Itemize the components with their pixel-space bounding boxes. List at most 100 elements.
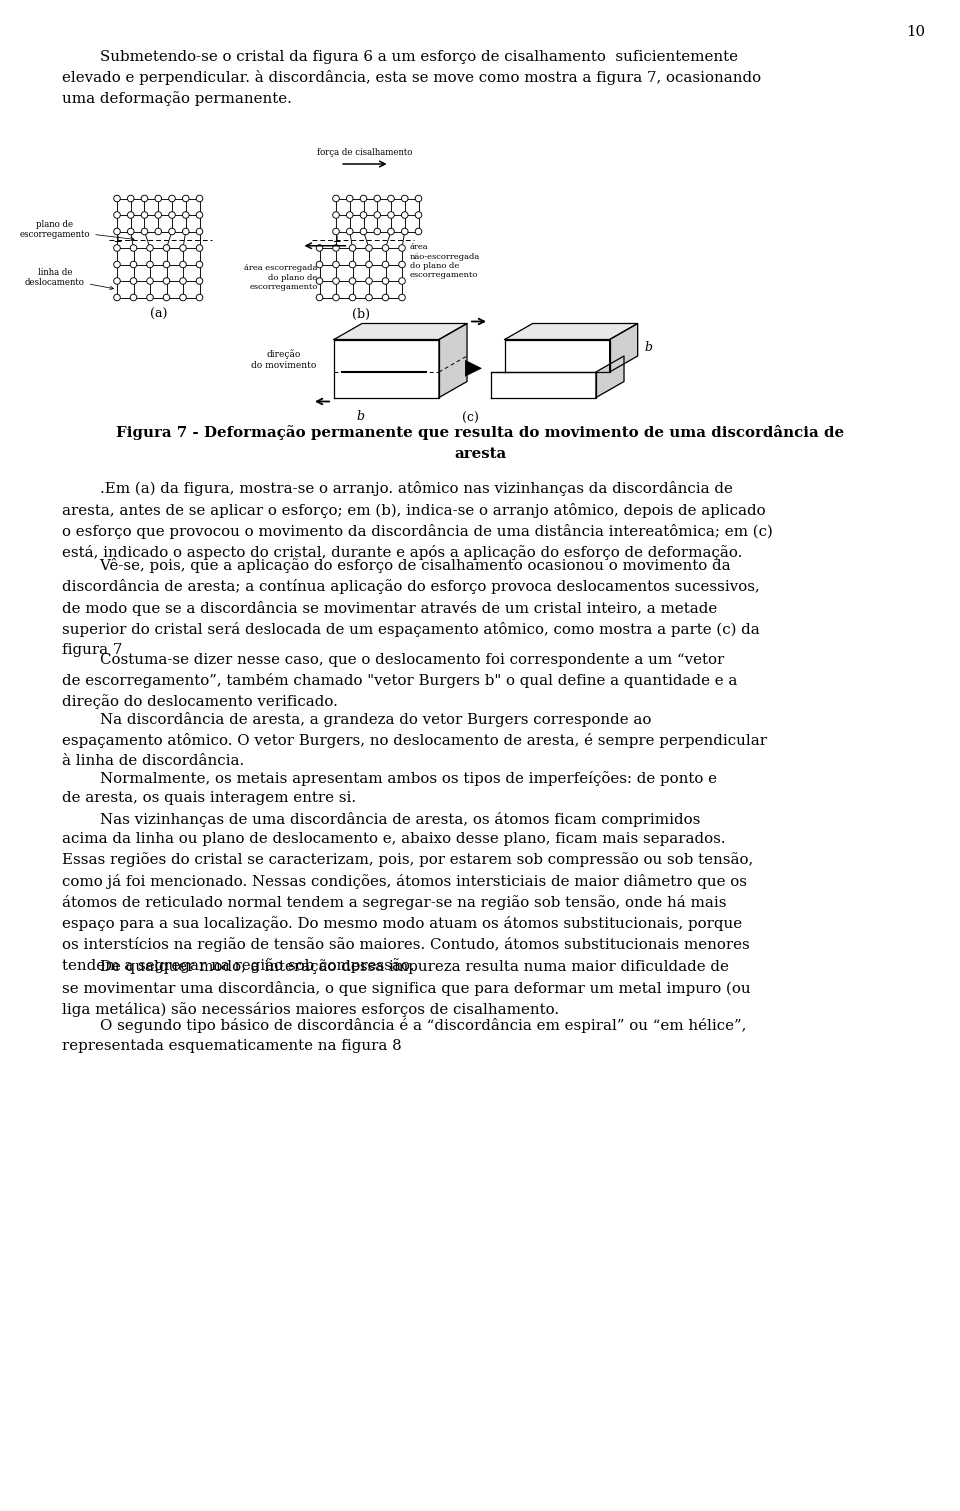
Text: área
não-escorregada
do plano de
escorregamento: área não-escorregada do plano de escorre… [410, 243, 480, 280]
Circle shape [347, 195, 353, 202]
Circle shape [382, 245, 389, 251]
Circle shape [401, 228, 408, 234]
Text: linha de
deslocamento: linha de deslocamento [25, 267, 113, 290]
Polygon shape [596, 357, 624, 397]
Circle shape [147, 295, 154, 301]
Circle shape [366, 245, 372, 251]
Circle shape [113, 195, 120, 202]
Polygon shape [439, 323, 467, 397]
Circle shape [360, 195, 367, 202]
Text: b: b [645, 341, 653, 354]
Circle shape [169, 212, 176, 218]
Text: Normalmente, os metais apresentam ambos os tipos de imperfeíções: de ponto e
de : Normalmente, os metais apresentam ambos … [62, 771, 717, 805]
Text: (a): (a) [150, 308, 167, 320]
Text: Figura 7 - Deformação permanente que resulta do movimento de uma discordância de: Figura 7 - Deformação permanente que res… [116, 426, 844, 441]
Circle shape [131, 261, 137, 267]
Text: aresta: aresta [454, 447, 506, 461]
Circle shape [416, 212, 421, 218]
Circle shape [128, 195, 134, 202]
Circle shape [169, 195, 176, 202]
Circle shape [163, 245, 170, 251]
Circle shape [180, 295, 186, 301]
Circle shape [113, 212, 120, 218]
Circle shape [398, 278, 405, 284]
Polygon shape [505, 323, 637, 340]
Circle shape [113, 261, 120, 267]
Circle shape [163, 278, 170, 284]
Text: área escorregada
do plano de
escorregamento: área escorregada do plano de escorregame… [244, 264, 318, 292]
Circle shape [388, 228, 395, 234]
Circle shape [349, 261, 356, 267]
Circle shape [180, 278, 186, 284]
Circle shape [374, 228, 380, 234]
Text: .Em (a) da figura, mostra-se o arranjo. atômico nas vizinhanças da discordância : .Em (a) da figura, mostra-se o arranjo. … [62, 482, 773, 561]
Circle shape [347, 212, 353, 218]
Circle shape [316, 261, 323, 267]
Circle shape [113, 228, 120, 234]
Circle shape [366, 278, 372, 284]
Circle shape [349, 245, 356, 251]
Text: Na discordância de aresta, a grandeza do vetor Burgers corresponde ao
espaçament: Na discordância de aresta, a grandeza do… [62, 712, 767, 768]
Circle shape [398, 295, 405, 301]
Circle shape [155, 228, 161, 234]
Text: direção
do movimento: direção do movimento [252, 349, 317, 370]
Text: plano de
escorregamento: plano de escorregamento [20, 221, 134, 240]
Circle shape [182, 228, 189, 234]
Circle shape [147, 245, 154, 251]
Circle shape [347, 228, 353, 234]
Text: b: b [356, 409, 364, 423]
Text: De qualquer modo, a interação dessa impureza resulta numa maior dificuldade de
s: De qualquer modo, a interação dessa impu… [62, 959, 751, 1017]
Text: ⊥: ⊥ [113, 236, 121, 245]
Text: (c): (c) [462, 411, 478, 425]
Circle shape [349, 295, 356, 301]
Polygon shape [334, 323, 467, 340]
Circle shape [196, 261, 203, 267]
Circle shape [388, 212, 395, 218]
Circle shape [141, 228, 148, 234]
Circle shape [196, 295, 203, 301]
Circle shape [374, 212, 380, 218]
Circle shape [333, 212, 339, 218]
Circle shape [163, 261, 170, 267]
Circle shape [333, 195, 339, 202]
Circle shape [131, 245, 137, 251]
Circle shape [401, 195, 408, 202]
Circle shape [333, 228, 339, 234]
Circle shape [155, 195, 161, 202]
Circle shape [128, 228, 134, 234]
Circle shape [141, 195, 148, 202]
Circle shape [416, 228, 421, 234]
Circle shape [147, 278, 154, 284]
Circle shape [333, 245, 339, 251]
Text: Vê-se, pois, que a aplicação do esforço de cisalhamento ocasionou o movimento da: Vê-se, pois, que a aplicação do esforço … [62, 558, 759, 657]
Polygon shape [610, 323, 637, 372]
Circle shape [131, 295, 137, 301]
Text: ▶: ▶ [466, 358, 483, 378]
Text: ⊥: ⊥ [332, 236, 340, 245]
Circle shape [169, 228, 176, 234]
Circle shape [155, 212, 161, 218]
Circle shape [196, 212, 203, 218]
Text: força de cisalhamento: força de cisalhamento [317, 148, 413, 157]
Circle shape [316, 278, 323, 284]
Text: O segundo tipo básico de discordância é a “discordância em espiral” ou “em hélic: O segundo tipo básico de discordância é … [62, 1018, 746, 1053]
Circle shape [349, 278, 356, 284]
Circle shape [128, 212, 134, 218]
Text: Submetendo-se o cristal da figura 6 a um esforço de cisalhamento  suficientement: Submetendo-se o cristal da figura 6 a um… [62, 50, 761, 106]
Circle shape [398, 261, 405, 267]
Circle shape [382, 261, 389, 267]
Circle shape [416, 195, 421, 202]
Text: Nas vizinhanças de uma discordância de aresta, os átomos ficam comprimidos
acima: Nas vizinhanças de uma discordância de a… [62, 811, 754, 973]
Circle shape [398, 245, 405, 251]
Circle shape [333, 261, 339, 267]
Circle shape [163, 295, 170, 301]
Text: 10: 10 [906, 26, 925, 39]
Circle shape [360, 212, 367, 218]
Circle shape [316, 295, 323, 301]
Circle shape [366, 295, 372, 301]
Circle shape [182, 212, 189, 218]
Circle shape [333, 295, 339, 301]
Circle shape [113, 295, 120, 301]
Circle shape [316, 245, 323, 251]
Circle shape [113, 278, 120, 284]
